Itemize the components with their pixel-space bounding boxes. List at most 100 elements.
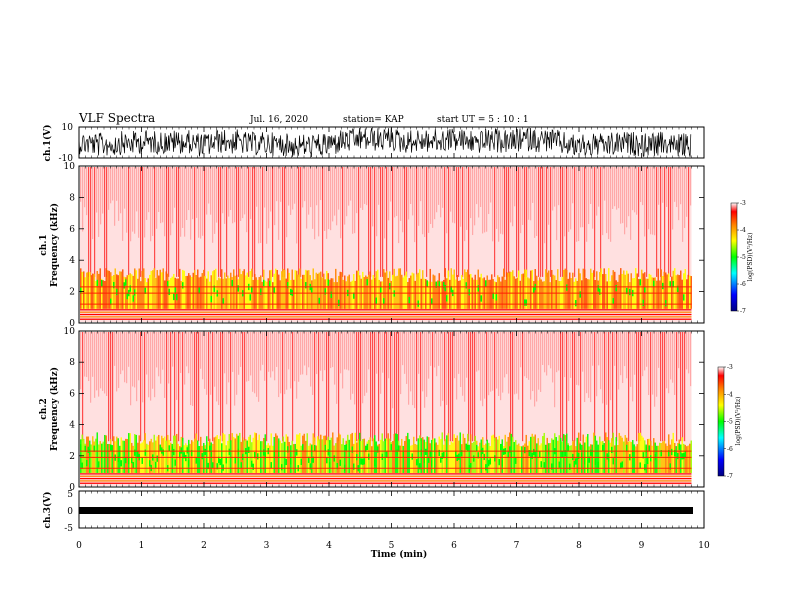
spectral-column — [548, 332, 550, 366]
spectral-column — [96, 167, 98, 213]
spectral-column — [204, 445, 206, 473]
spectral-column — [234, 275, 236, 309]
spectral-column — [611, 438, 613, 473]
spectral-column — [212, 167, 214, 243]
spectral-column — [90, 444, 92, 473]
spectral-column — [356, 270, 358, 309]
spectral-column — [321, 439, 323, 473]
spectral-column — [329, 440, 331, 473]
spectral-patch — [257, 453, 259, 460]
spectral-column — [534, 167, 536, 238]
spectral-patch — [455, 450, 457, 458]
spectral-column — [126, 275, 128, 309]
spectral-column — [507, 272, 509, 309]
spectral-column — [353, 443, 355, 473]
spectral-column — [184, 332, 186, 385]
spectral-column — [201, 273, 203, 309]
spectral-column — [268, 332, 270, 372]
spectral-column — [274, 167, 276, 226]
spectral-column — [158, 332, 160, 377]
spectral-column — [376, 332, 378, 374]
spectral-column — [356, 167, 358, 214]
spectral-column — [390, 167, 392, 202]
spectral-column — [660, 443, 662, 473]
spectral-column — [467, 433, 469, 473]
spectral-patch — [578, 452, 580, 460]
spectral-column — [382, 167, 384, 277]
ch1-colorbar-gradient — [730, 202, 738, 312]
spectral-column — [646, 332, 648, 367]
spectral-column — [362, 332, 364, 404]
spectral-column — [449, 279, 451, 309]
spectral-column — [678, 332, 680, 369]
spectral-column — [90, 275, 92, 309]
spectral-column — [648, 438, 650, 473]
spectral-column — [220, 332, 222, 442]
spectral-patch — [485, 280, 487, 287]
spectral-column — [578, 167, 580, 242]
spectral-patch — [683, 294, 685, 301]
spectral-column — [687, 445, 689, 473]
spectral-column — [84, 332, 86, 377]
spectral-column — [335, 443, 337, 473]
spectral-column — [676, 332, 678, 442]
spectral-column — [178, 167, 180, 277]
spectral-column — [683, 273, 685, 309]
spectral-column — [586, 332, 588, 394]
spectral-column — [362, 439, 364, 473]
spectral-column — [135, 270, 137, 309]
spectral-column — [170, 332, 172, 442]
spectral-patch — [429, 450, 431, 457]
spectral-column — [203, 269, 205, 309]
spectral-column — [256, 167, 258, 207]
spectral-column — [594, 332, 596, 442]
spectral-column — [164, 436, 166, 473]
header-start-time: start UT = 5 : 10 : 1 — [437, 115, 529, 125]
spectral-column — [684, 332, 686, 442]
spectral-column — [222, 432, 224, 473]
time-axis-label: Time (min) — [371, 549, 428, 560]
spectral-column — [647, 438, 649, 473]
spectral-column — [639, 432, 641, 473]
spectral-column — [84, 443, 86, 473]
spectral-column — [358, 167, 360, 277]
spectral-column — [158, 434, 160, 473]
spectral-column — [522, 445, 524, 473]
spectral-column — [515, 278, 517, 309]
spectral-patch — [584, 458, 586, 465]
spectral-patch — [173, 293, 175, 301]
spectral-column — [98, 167, 100, 237]
spectral-column — [156, 270, 158, 309]
spectral-column — [443, 279, 445, 309]
spectral-column — [308, 270, 310, 309]
spectral-patch — [185, 454, 187, 462]
spectral-patch — [411, 453, 413, 460]
spectral-column — [408, 439, 410, 473]
spectral-column — [558, 332, 560, 371]
spectral-column — [470, 273, 472, 309]
spectral-column — [240, 332, 242, 367]
spectral-patch — [431, 460, 433, 467]
spectral-column — [552, 439, 554, 473]
spectral-column — [368, 274, 370, 309]
spectral-column — [120, 167, 122, 214]
spectral-column — [570, 167, 572, 230]
spectral-patch — [327, 449, 329, 456]
spectral-patch — [168, 445, 170, 452]
spectral-patch — [366, 443, 368, 451]
spectral-column — [95, 281, 97, 309]
spectral-column — [309, 443, 311, 473]
spectral-column — [182, 332, 184, 442]
spectral-column — [334, 332, 336, 385]
spectral-patch — [515, 457, 517, 464]
spectral-patch — [324, 444, 326, 452]
spectral-column — [494, 167, 496, 277]
y-tick-label: 6 — [69, 225, 75, 235]
spectral-column — [206, 436, 208, 473]
spectral-column — [342, 167, 344, 277]
spectral-column — [262, 167, 264, 277]
spectral-column — [184, 167, 186, 237]
spectral-column — [558, 281, 560, 309]
spectral-column — [635, 446, 637, 473]
spectral-column — [194, 167, 196, 277]
